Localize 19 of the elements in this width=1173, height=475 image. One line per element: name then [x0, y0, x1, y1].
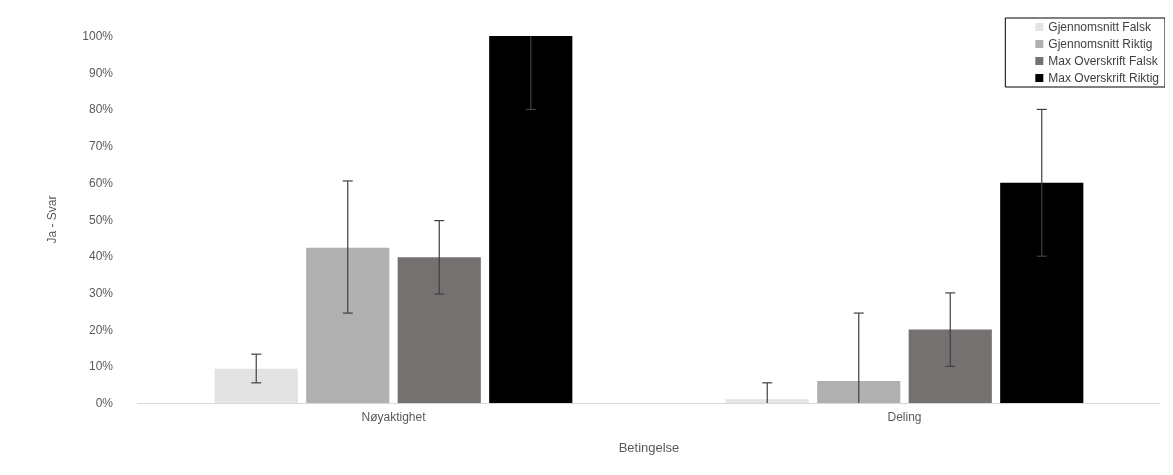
- y-axis-title: Ja - Svar: [45, 195, 59, 244]
- y-tick-label: 80%: [88, 102, 114, 117]
- x-axis-title: Betingelse: [618, 440, 680, 455]
- y-tick-label: 20%: [88, 322, 114, 337]
- y-tick-label: 30%: [88, 285, 114, 300]
- y-tick-label: 50%: [88, 212, 114, 227]
- x-tick-label: Nøyaktighet: [361, 410, 427, 424]
- y-tick-label: 60%: [88, 175, 114, 190]
- y-tick-label: 40%: [88, 249, 114, 264]
- legend-label: Max Overskrift Riktig: [1048, 71, 1160, 85]
- y-tick-label: 0%: [95, 396, 114, 410]
- y-tick-label: 90%: [88, 65, 114, 80]
- y-tick-label: 10%: [88, 359, 114, 374]
- y-tick-label: 70%: [88, 139, 114, 154]
- y-tick-label: 100%: [82, 29, 114, 43]
- x-tick-label: Deling: [887, 410, 922, 424]
- legend-label: Gjennomsnitt Riktig: [1048, 37, 1153, 51]
- legend-label: Gjennomsnitt Falsk: [1048, 20, 1153, 34]
- legend-label: Max Overskrift Falsk: [1048, 54, 1159, 68]
